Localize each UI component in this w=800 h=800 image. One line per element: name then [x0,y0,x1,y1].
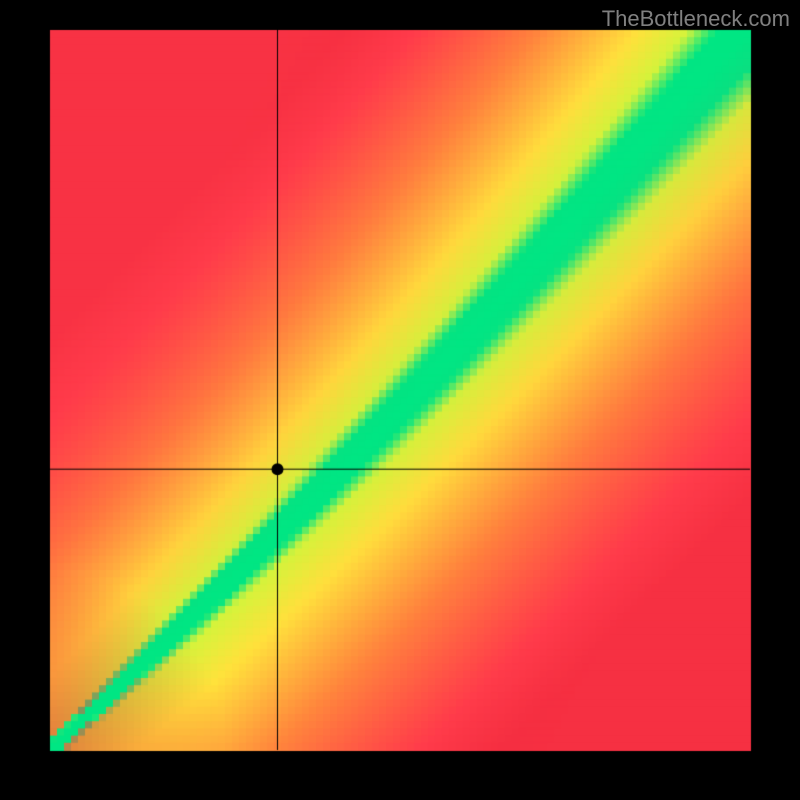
watermark-text: TheBottleneck.com [602,6,790,32]
chart-container: TheBottleneck.com [0,0,800,800]
heatmap-canvas [0,0,800,800]
